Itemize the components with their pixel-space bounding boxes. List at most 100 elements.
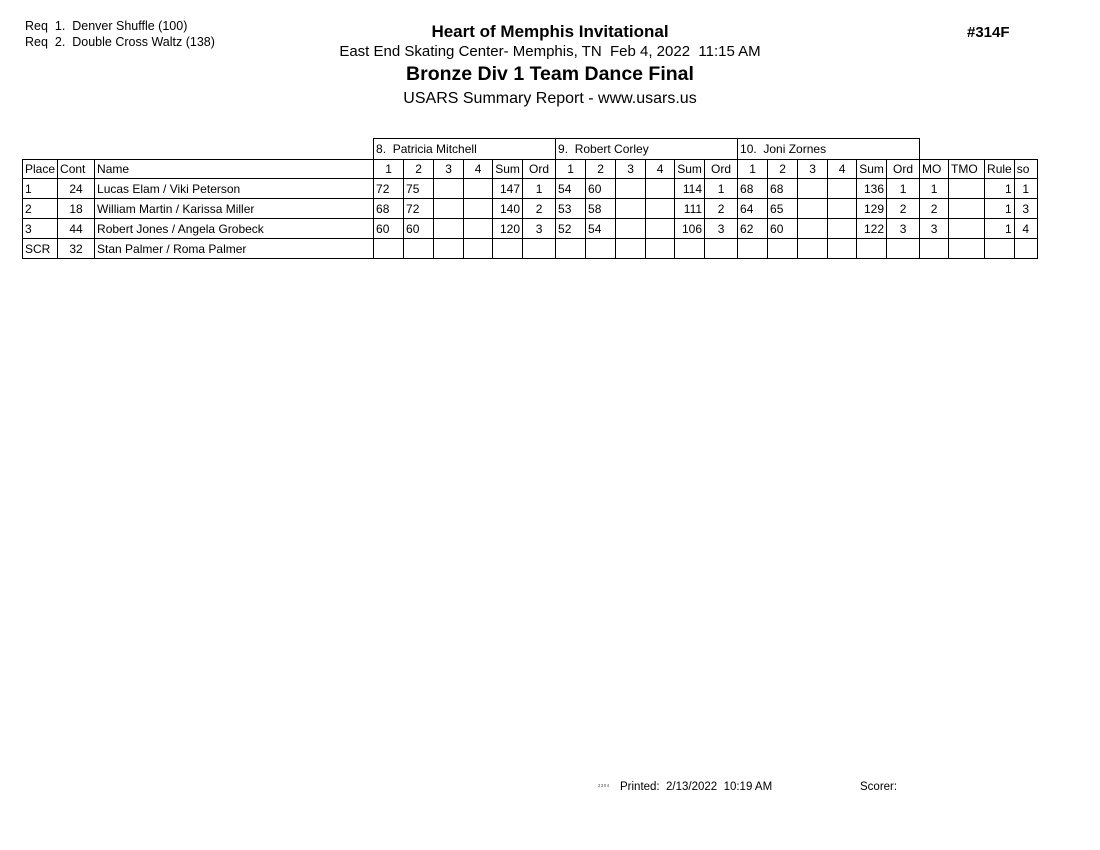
- venue-date-line: East End Skating Center- Memphis, TN Feb…: [339, 43, 761, 60]
- score-cell: [615, 218, 647, 239]
- score-cell: [645, 238, 676, 259]
- score-cell: 65: [767, 198, 799, 219]
- score-cell: [737, 238, 769, 259]
- sum-cell: 106: [674, 218, 706, 239]
- sum-cell: 140: [492, 198, 524, 219]
- j3-score2-header: 2: [767, 159, 799, 179]
- name-header: Name: [94, 159, 375, 179]
- j1-sum-header: Sum: [492, 159, 524, 179]
- score-cell: [615, 238, 647, 259]
- place-cell: 2: [21, 198, 59, 219]
- score-cell: [645, 198, 676, 219]
- sum-cell: 122: [856, 218, 888, 239]
- score-cell: [827, 218, 858, 239]
- score-cell: 58: [585, 198, 617, 219]
- j3-score1-header: 1: [737, 159, 769, 179]
- rule-cell: 1: [984, 198, 1015, 219]
- ord-cell: [704, 238, 739, 259]
- j2-score2-header: 2: [585, 159, 617, 179]
- j1-score1-header: 1: [373, 159, 405, 179]
- rule-cell: 1: [984, 218, 1015, 239]
- rule-cell: [984, 238, 1015, 259]
- result-row-scratched: SCR 32 Stan Palmer / Roma Palmer: [21, 238, 1038, 259]
- score-cell: [463, 178, 494, 199]
- printed-timestamp: Printed: 2/13/2022 10:19 AM: [620, 781, 773, 793]
- judges-left-spacer: [22, 138, 374, 160]
- score-cell: 72: [373, 178, 405, 199]
- j1-score4-header: 4: [463, 159, 494, 179]
- mo-header: MO: [919, 159, 950, 179]
- j3-sum-header: Sum: [856, 159, 888, 179]
- mo-cell: 3: [919, 218, 950, 239]
- place-cell: SCR: [21, 238, 59, 259]
- score-cell: 68: [373, 198, 405, 219]
- name-cell: Robert Jones / Angela Grobeck: [94, 218, 375, 239]
- ord-cell: [522, 238, 557, 259]
- score-cell: [767, 238, 799, 259]
- ord-cell: 2: [522, 198, 557, 219]
- ord-cell: 1: [522, 178, 557, 199]
- place-cell: 1: [21, 178, 59, 199]
- ord-cell: 3: [522, 218, 557, 239]
- score-cell: [463, 238, 494, 259]
- sum-cell: 129: [856, 198, 888, 219]
- sum-cell: 114: [674, 178, 706, 199]
- score-cell: [585, 238, 617, 259]
- score-cell: [555, 238, 587, 259]
- event-number: #314F: [967, 24, 1010, 41]
- so-cell: 4: [1013, 218, 1038, 239]
- rule-header: Rule: [984, 159, 1015, 179]
- score-cell: [615, 178, 647, 199]
- footer-micro-code: 2304: [598, 784, 610, 789]
- j2-sum-header: Sum: [674, 159, 706, 179]
- cont-cell: 32: [57, 238, 96, 259]
- score-cell: 60: [585, 178, 617, 199]
- result-row-2: 2 18 William Martin / Karissa Miller 68 …: [21, 198, 1038, 219]
- cont-header: Cont: [57, 159, 96, 179]
- sum-cell: 136: [856, 178, 888, 199]
- judge-1-name: 8. Patricia Mitchell: [373, 138, 557, 160]
- j3-ord-header: Ord: [886, 159, 921, 179]
- tmo-cell: [948, 178, 986, 199]
- sum-cell: [856, 238, 888, 259]
- j2-score1-header: 1: [555, 159, 587, 179]
- j2-score3-header: 3: [615, 159, 647, 179]
- judge-3-name: 10. Joni Zornes: [737, 138, 921, 160]
- cont-cell: 24: [57, 178, 96, 199]
- so-cell: [1013, 238, 1038, 259]
- score-cell: [827, 178, 858, 199]
- name-cell: Lucas Elam / Viki Peterson: [94, 178, 375, 199]
- score-cell: 53: [555, 198, 587, 219]
- req-line-2: Req 2. Double Cross Waltz (138): [25, 35, 215, 49]
- name-cell: William Martin / Karissa Miller: [94, 198, 375, 219]
- judges-right-spacer: [919, 138, 1038, 160]
- score-cell: 75: [403, 178, 435, 199]
- so-header: so: [1013, 159, 1038, 179]
- score-cell: [797, 218, 829, 239]
- score-cell: 68: [767, 178, 799, 199]
- tmo-cell: [948, 238, 986, 259]
- score-cell: [433, 178, 465, 199]
- req-line-1: Req 1. Denver Shuffle (100): [25, 19, 188, 33]
- j1-score3-header: 3: [433, 159, 465, 179]
- score-cell: [433, 218, 465, 239]
- j1-ord-header: Ord: [522, 159, 557, 179]
- tmo-cell: [948, 218, 986, 239]
- score-cell: [797, 178, 829, 199]
- name-cell: Stan Palmer / Roma Palmer: [94, 238, 375, 259]
- tmo-cell: [948, 198, 986, 219]
- ord-cell: 1: [704, 178, 739, 199]
- judges-row: 8. Patricia Mitchell 9. Robert Corley 10…: [22, 138, 1038, 160]
- sum-cell: [674, 238, 706, 259]
- place-cell: 3: [21, 218, 59, 239]
- sum-cell: 120: [492, 218, 524, 239]
- so-cell: 1: [1013, 178, 1038, 199]
- j2-ord-header: Ord: [704, 159, 739, 179]
- score-cell: [797, 238, 829, 259]
- j3-score4-header: 4: [827, 159, 858, 179]
- competition-title: Heart of Memphis Invitational: [431, 22, 669, 41]
- score-cell: [433, 238, 465, 259]
- score-cell: [615, 198, 647, 219]
- ord-cell: 2: [704, 198, 739, 219]
